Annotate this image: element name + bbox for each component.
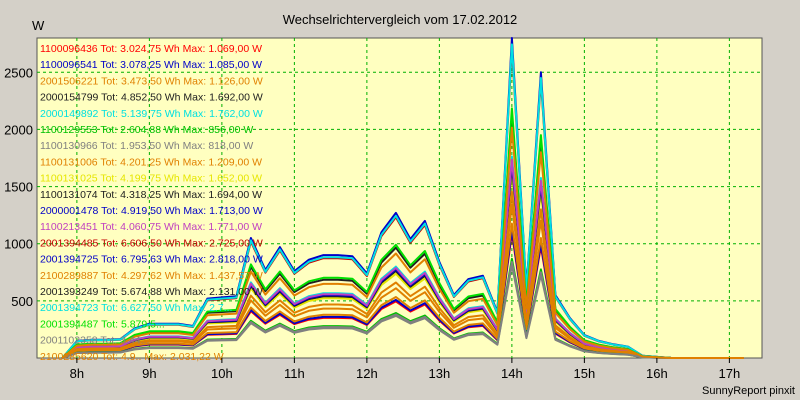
- legend-entry-1100213451: 1100213451 Tot: 4.060,75 Wh Max: 1.771,0…: [40, 221, 262, 233]
- legend-entry-2001393249: 2001393249 Tot: 5.674,88 Wh Max: 2.131,0…: [40, 286, 263, 298]
- footer-credit: SunnyReport pinxit: [702, 385, 795, 397]
- legend-entry-1100129553: 1100129553 Tot: 2.604,88 Wh Max: 856,00 …: [40, 124, 253, 136]
- legend-entry-2001394723: 2001394723 Tot: 6.627,50 Wh Max: 2.7...: [40, 302, 232, 314]
- x-tick-label: 12h: [356, 366, 378, 381]
- x-tick-label: 10h: [211, 366, 233, 381]
- legend-entry-2100285620: 2100285620 Tot: 4.9.. Max: 2.031,22 W: [40, 351, 224, 363]
- legend-entry-2000149892: 2000149892 Tot: 5.139,75 Wh Max: 1.762,0…: [40, 108, 263, 120]
- chart-title: Wechselrichtervergleich vom 17.02.2012: [283, 12, 518, 27]
- y-ticks: 500 1000 1500 2000 2500: [4, 65, 33, 309]
- legend-entry-1100131074: 1100131074 Tot: 4.318,25 Wh Max: 1.694,0…: [40, 189, 262, 201]
- legend-entry-2001394485: 2001394485 Tot: 6.606,50 Wh Max: 2.725,0…: [40, 237, 263, 249]
- x-tick-label: 9h: [142, 366, 156, 381]
- legend-entry-1100131025: 1100131025 Tot: 4.199,75 Wh Max: 1.652,0…: [40, 173, 262, 185]
- legend-entry-2000001478: 2000001478 Tot: 4.919,50 Wh Max: 1.713,0…: [40, 205, 263, 217]
- x-tick-label: 11h: [284, 366, 305, 381]
- legend-entry-2001102358: 2001102358 Tot: 3.44...: [40, 335, 149, 347]
- x-tick-label: 17h: [719, 366, 741, 381]
- legend-entry-1100096541: 1100096541 Tot: 3.078,25 Wh Max: 1.085,0…: [40, 59, 262, 71]
- y-tick-label: 1000: [4, 237, 33, 252]
- legend-entry-1100131006: 1100131006 Tot: 4.201,25 Wh Max: 1.209,0…: [40, 156, 262, 168]
- x-tick-label: 13h: [429, 366, 451, 381]
- y-axis-label: W: [32, 18, 45, 33]
- x-tick-label: 15h: [574, 366, 596, 381]
- x-tick-label: 16h: [646, 366, 668, 381]
- chart: Wechselrichtervergleich vom 17.02.2012 W…: [0, 0, 800, 400]
- legend-entry-2100289887: 2100289887 Tot: 4.297,62 Wh Max: 1.437,5…: [40, 270, 263, 282]
- y-tick-label: 2500: [4, 65, 33, 80]
- legend-entry-1100130966: 1100130966 Tot: 1.953,50 Wh Max: 818,00 …: [40, 140, 253, 152]
- x-tick-label: 8h: [70, 366, 84, 381]
- legend-entry-2001394725: 2001394725 Tot: 6.795,63 Wh Max: 2.818,0…: [40, 254, 263, 266]
- x-tick-label: 14h: [501, 366, 523, 381]
- legend-entry-2001394487: 2001394487 Tot: 5.879,5...: [40, 318, 165, 330]
- legend-entry-2000154799: 2000154799 Tot: 4.852,50 Wh Max: 1.692,0…: [40, 92, 263, 104]
- legend-entry-2001506221: 2001506221 Tot: 3.473,50 Wh Max: 1.126,0…: [40, 75, 263, 87]
- y-tick-label: 2000: [4, 122, 33, 137]
- y-tick-label: 1500: [4, 180, 33, 195]
- y-tick-label: 500: [11, 294, 33, 309]
- legend-entry-1100096436: 1100096436 Tot: 3.024,75 Wh Max: 1.069,0…: [40, 43, 262, 55]
